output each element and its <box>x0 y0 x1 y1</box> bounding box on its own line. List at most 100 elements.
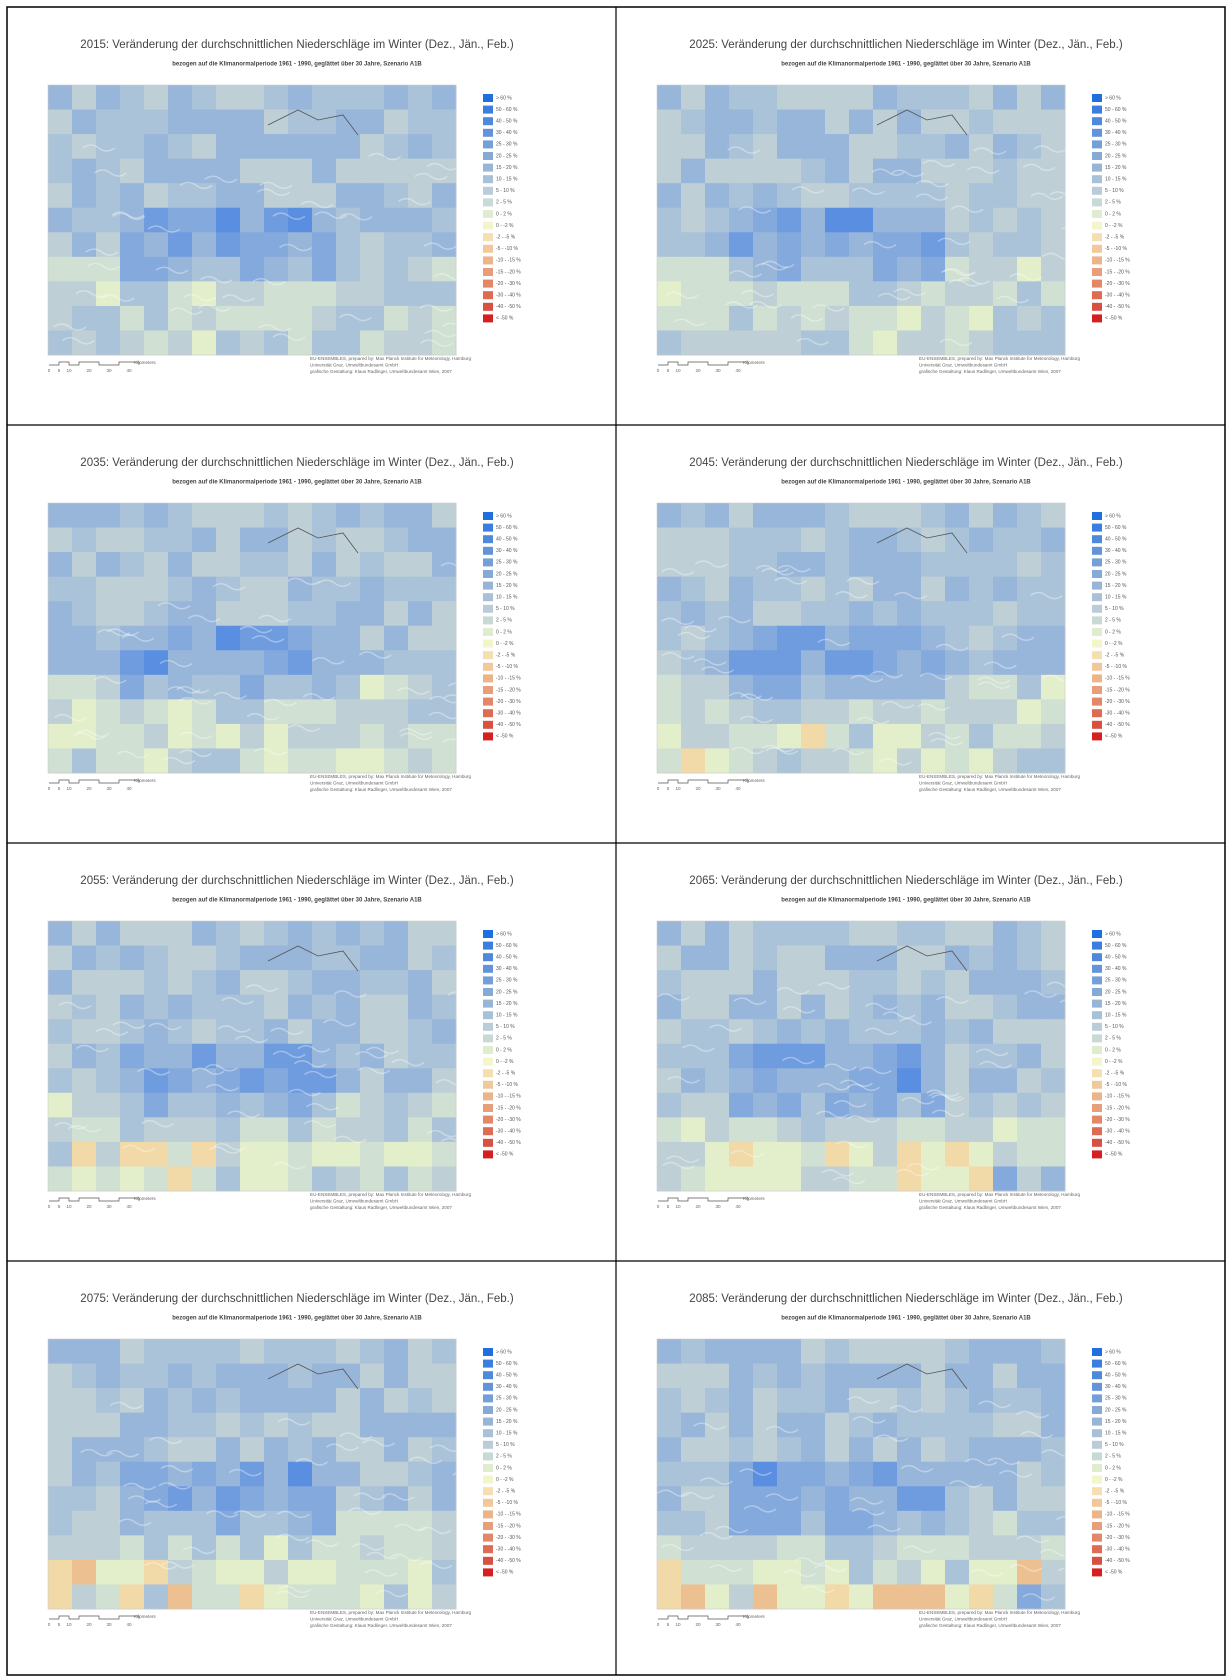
map-cell <box>120 1437 145 1462</box>
scale-label: 40 <box>735 1622 741 1627</box>
legend-swatch <box>1092 1464 1102 1472</box>
map-cell <box>336 921 361 946</box>
legend-swatch <box>483 1510 493 1518</box>
legend-swatch <box>1092 651 1102 659</box>
map-cell <box>72 1166 97 1191</box>
map-cell <box>96 1068 121 1093</box>
map-cell <box>993 1364 1018 1389</box>
map-cell <box>312 281 337 306</box>
map-cell <box>48 257 73 282</box>
map-cell <box>993 306 1018 331</box>
map-cell <box>729 650 754 675</box>
map-cell <box>360 1535 385 1560</box>
legend-label: 0 - 2 % <box>496 211 512 217</box>
map-cell <box>264 85 289 110</box>
map-cell <box>48 1388 73 1413</box>
legend-swatch <box>1092 628 1102 636</box>
map-cell <box>432 724 457 749</box>
map-cell <box>1041 601 1066 626</box>
map-cell <box>657 650 682 675</box>
map-cell <box>825 921 850 946</box>
map-cell <box>945 577 970 602</box>
map-cell <box>192 208 217 233</box>
map-cell <box>873 946 898 971</box>
map-cell <box>240 1388 265 1413</box>
map-cell <box>408 970 433 995</box>
map-cell <box>48 85 73 110</box>
map-cell <box>945 85 970 110</box>
legend-label: 15 - 20 % <box>496 1001 518 1007</box>
map-cell <box>921 970 946 995</box>
credit-line: grafische Gestaltung: Klaus Radlinger, U… <box>310 1205 452 1210</box>
map-cell <box>825 1117 850 1142</box>
map-cell <box>849 1560 874 1585</box>
map-cell <box>945 1584 970 1609</box>
map-cell <box>753 1437 778 1462</box>
legend-swatch <box>1092 210 1102 218</box>
map-cell <box>897 1486 922 1511</box>
map-cell <box>216 330 241 355</box>
credit-line: EU-ENSEMBLES, prepared by: Max Planck In… <box>310 1192 471 1197</box>
legend-label: -2 - -5 % <box>1105 1489 1125 1495</box>
map-cell <box>945 1068 970 1093</box>
legend-swatch <box>483 547 493 555</box>
map-cell <box>969 85 994 110</box>
map-cell <box>384 1584 409 1609</box>
map-cell <box>873 1388 898 1413</box>
legend-swatch <box>1092 164 1102 172</box>
map-cell <box>288 724 313 749</box>
map-cell <box>1041 1511 1066 1536</box>
map-cell <box>168 330 193 355</box>
map-cell <box>753 748 778 773</box>
map-cell <box>729 110 754 135</box>
map-cell <box>993 946 1018 971</box>
map-cell <box>144 995 169 1020</box>
map-cell <box>825 724 850 749</box>
legend-label: 0 - 2 % <box>1105 1465 1121 1471</box>
map-cell <box>969 1388 994 1413</box>
map-cell <box>264 1019 289 1044</box>
map-cell <box>681 1511 706 1536</box>
map-cell <box>1041 995 1066 1020</box>
map-cell <box>681 1486 706 1511</box>
map-cell <box>681 1388 706 1413</box>
map-cell <box>432 110 457 135</box>
map-cell <box>969 921 994 946</box>
map-cell <box>705 995 730 1020</box>
map-cell <box>144 970 169 995</box>
map-cell <box>921 1511 946 1536</box>
map-cell <box>1041 724 1066 749</box>
map-cell <box>168 1166 193 1191</box>
map-cell <box>657 183 682 208</box>
legend-label: -20 - -30 % <box>496 281 521 287</box>
map-cell <box>360 1117 385 1142</box>
map-cell <box>336 1339 361 1364</box>
legend-swatch <box>1092 1127 1102 1135</box>
map-cell <box>360 1142 385 1167</box>
legend-swatch <box>483 129 493 137</box>
map-cell <box>993 1535 1018 1560</box>
map-cell <box>801 577 826 602</box>
map-cell <box>1041 183 1066 208</box>
legend-label: 10 - 15 % <box>1105 1431 1127 1437</box>
legend-label: -40 - -50 % <box>496 304 521 310</box>
map-cell <box>72 1511 97 1536</box>
scale-unit: Kilometers <box>134 1196 156 1201</box>
legend-swatch <box>483 1452 493 1460</box>
legend-swatch <box>483 1406 493 1414</box>
legend-swatch <box>483 674 493 682</box>
map-cell <box>240 110 265 135</box>
legend-label: < -50 % <box>1105 1570 1123 1576</box>
map-cell <box>72 724 97 749</box>
map-cell <box>801 995 826 1020</box>
legend-swatch <box>1092 953 1102 961</box>
map-cell <box>288 1142 313 1167</box>
legend-swatch <box>483 1116 493 1124</box>
legend-label: 25 - 30 % <box>496 1396 518 1402</box>
map-cell <box>96 577 121 602</box>
map-cell <box>264 159 289 184</box>
map-cell <box>312 1413 337 1438</box>
map-cell <box>216 601 241 626</box>
map-cell <box>384 208 409 233</box>
map-cell <box>312 970 337 995</box>
